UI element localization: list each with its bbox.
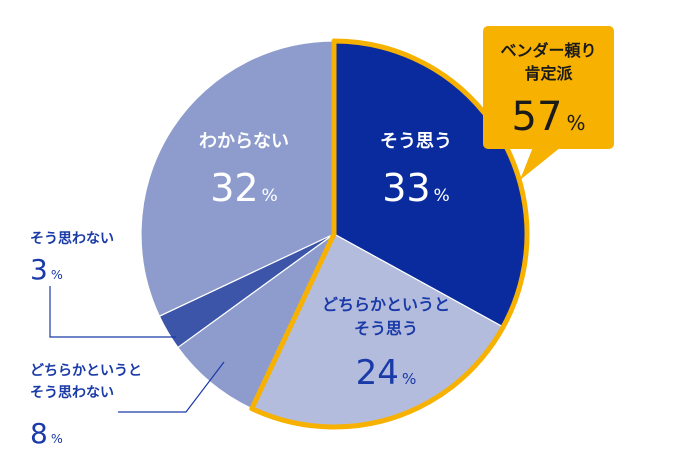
highlight-outline <box>249 38 530 430</box>
pie-slice-5 <box>140 40 335 317</box>
label-そう思う-value: 33% <box>382 166 450 210</box>
label-どちらかというと-そう思う: どちらかというとそう思う 24% <box>322 295 450 393</box>
highlight-group: ベンダー頼り肯定派 57% <box>249 26 614 430</box>
callout-label: ベンダー頼り肯定派 <box>500 41 596 83</box>
label-そう思わない-name: そう思わない <box>30 231 114 247</box>
label-わからない-value: 32% <box>210 166 278 210</box>
label-どちらかというと-そう思う-value: 24% <box>356 353 417 393</box>
label-そう思う: そう思う 33% <box>380 131 452 210</box>
label-わからない: わからない 32% <box>199 131 289 210</box>
slice-labels: そう思う 33 % どちらかというとそう思う 24 % わからない 32 % そう思わない 3 % どち… <box>30 131 452 450</box>
callout-value: 57% <box>512 94 586 140</box>
label-どちらかというと-そう思わない-value: 8% <box>30 417 63 450</box>
label-どちらかというと-そう思わない: どちらかというとそう思わない 8% <box>30 363 142 450</box>
callout-box <box>483 26 614 149</box>
leader-line-3 <box>49 286 176 338</box>
callout-pointer <box>520 147 561 180</box>
label-どちらかというと-そう思う-name: どちらかというとそう思う <box>322 295 450 338</box>
label-どちらかというと-そう思わない-name: どちらかというとそう思わない <box>30 363 142 401</box>
label-そう思う-name: そう思う <box>380 131 452 152</box>
leader-line-8 <box>118 361 225 413</box>
label-そう思わない-value: 3% <box>30 253 63 286</box>
label-そう思わない: そう思わない 3% <box>30 231 114 286</box>
label-わからない-name: わからない <box>199 131 289 152</box>
leader-lines <box>49 286 225 413</box>
pie-slices <box>140 40 528 428</box>
